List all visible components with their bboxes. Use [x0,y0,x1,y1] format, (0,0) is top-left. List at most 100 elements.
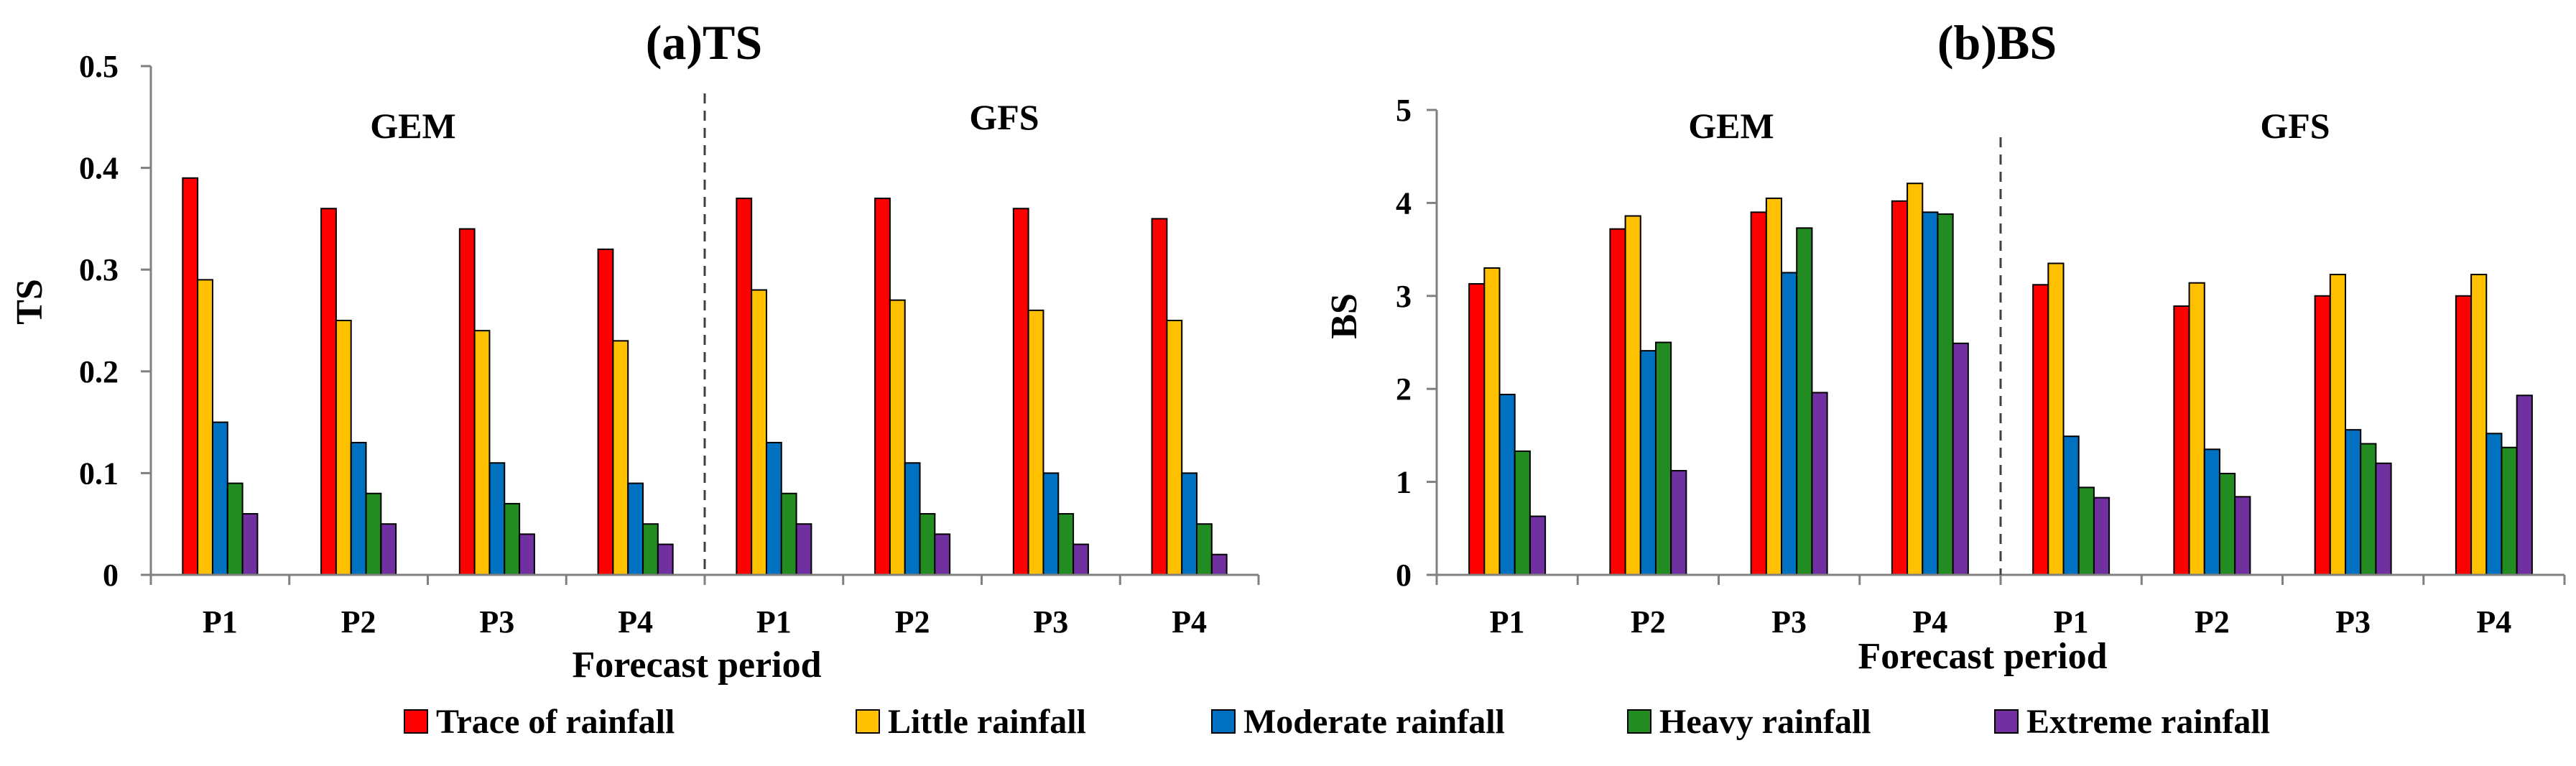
bar-extreme-rainfall-bs [2093,497,2111,576]
bar-moderate-rainfall-bs [1639,350,1657,576]
y-tick-label: 0.2 [79,354,119,389]
bar-little-rainfall-bs [2329,274,2347,576]
bar-moderate-rainfall-ts [211,421,228,576]
bar-little-rainfall-ts [1166,320,1183,576]
y-axis-label-ts: TS [9,279,50,325]
y-tick-label: 3 [1396,279,1412,314]
bar-heavy-rainfall-ts [1196,523,1213,576]
bar-heavy-rainfall-ts [1057,513,1075,576]
legend-label: Little rainfall [888,703,1086,741]
bar-trace-of-rainfall-ts [320,208,337,576]
bar-extreme-rainfall-bs [1811,392,1828,576]
x-tick-label: P1 [756,604,792,640]
bar-moderate-rainfall-ts [488,462,506,576]
bar-little-rainfall-bs [1765,197,1783,576]
bar-trace-of-rainfall-bs [1750,211,1767,576]
x-tick-label: P3 [1033,604,1068,640]
bar-moderate-rainfall-bs [1922,211,1939,576]
x-tick-label: P1 [203,604,238,640]
legend-label: Heavy rainfall [1659,703,1871,741]
bar-trace-of-rainfall-ts [1151,218,1168,576]
bar-trace-of-rainfall-bs [2173,305,2190,576]
bar-moderate-rainfall-bs [2345,429,2362,576]
x-tick-label: P4 [2476,604,2511,640]
bar-trace-of-rainfall-ts [458,228,476,576]
bar-trace-of-rainfall-bs [2455,295,2473,576]
x-axis-label-bs: Forecast period [1858,636,2107,677]
bar-moderate-rainfall-ts [627,482,644,576]
x-tick-label: P3 [1771,604,1807,640]
bar-extreme-rainfall-ts [1072,543,1089,576]
bar-heavy-rainfall-bs [1796,227,1813,576]
y-tick-label: 0 [103,558,119,593]
bar-little-rainfall-bs [1624,215,1641,576]
bar-extreme-rainfall-ts [380,523,397,576]
bar-extreme-rainfall-ts [795,523,812,576]
bar-little-rainfall-bs [2047,262,2065,576]
bar-extreme-rainfall-bs [2516,394,2533,576]
bar-heavy-rainfall-ts [504,502,521,576]
x-tick-label: P1 [2054,604,2089,640]
bar-trace-of-rainfall-ts [182,177,199,576]
chart-title-ts: (a)TS [646,15,762,70]
bar-extreme-rainfall-ts [934,533,951,576]
group-label-gfs-ts: GFS [969,97,1039,137]
x-tick-label: P4 [1172,604,1207,640]
bar-extreme-rainfall-bs [1529,515,1547,576]
group-label-gem-ts: GEM [370,106,455,146]
x-tick-label: P4 [1912,604,1947,640]
y-tick-label: 4 [1396,185,1412,221]
legend-swatch [1211,709,1236,734]
bar-moderate-rainfall-ts [904,462,921,576]
bar-extreme-rainfall-bs [2375,462,2392,576]
bar-trace-of-rainfall-bs [2032,284,2049,576]
bar-little-rainfall-ts [612,340,629,576]
bar-trace-of-rainfall-bs [1468,282,1486,576]
x-tick-label: P2 [2195,604,2230,640]
y-tick-label: 2 [1396,372,1412,407]
bar-moderate-rainfall-bs [2203,448,2220,576]
bar-heavy-rainfall-bs [2077,486,2095,576]
bar-moderate-rainfall-bs [2485,433,2503,576]
bar-moderate-rainfall-ts [1042,472,1060,576]
y-tick-label: 0.1 [79,456,119,491]
bar-little-rainfall-bs [2470,274,2488,576]
legend-label: Extreme rainfall [2026,703,2270,741]
legend-swatch [404,709,428,734]
bar-little-rainfall-ts [335,320,352,576]
group-label-gem-bs: GEM [1688,106,1774,146]
bar-moderate-rainfall-ts [350,441,367,576]
bar-little-rainfall-ts [751,289,767,576]
bar-extreme-rainfall-bs [1670,470,1687,576]
legend-swatch [856,709,880,734]
bar-trace-of-rainfall-ts [597,248,614,576]
bar-heavy-rainfall-ts [919,513,936,576]
legend-swatch [1994,709,2019,734]
y-tick-label: 1 [1396,465,1412,500]
x-tick-label: P1 [1490,604,1525,640]
bar-little-rainfall-ts [889,299,906,576]
bar-moderate-rainfall-bs [1781,272,1798,576]
panel-bs: (b)BS BS Forecast period GEM GFS 012345 … [1324,15,2566,677]
bar-trace-of-rainfall-bs [1609,228,1626,576]
bar-heavy-rainfall-ts [780,492,797,576]
bar-heavy-rainfall-ts [226,482,244,576]
x-tick-label: P4 [618,604,653,640]
bar-extreme-rainfall-bs [1952,342,1969,576]
bar-little-rainfall-ts [473,330,491,576]
legend: Trace of rainfall Little rainfall Moderate… [404,703,2270,741]
x-tick-label: P2 [895,604,930,640]
y-tick-label: 0.4 [79,151,119,186]
panel-ts: (a)TS TS Forecast period GEM GFS 0 0.1 0.2… [9,15,1260,686]
legend-swatch [1627,709,1651,734]
x-tick-label: P2 [1631,604,1666,640]
bar-heavy-rainfall-bs [2501,446,2518,576]
bar-little-rainfall-bs [1906,183,1924,576]
bar-moderate-rainfall-bs [2062,435,2080,576]
bar-moderate-rainfall-ts [1181,472,1198,576]
bar-trace-of-rainfall-bs [2314,295,2331,576]
group-label-gfs-bs: GFS [2260,106,2330,146]
legend-label: Moderate rainfall [1243,703,1505,741]
bar-extreme-rainfall-ts [241,513,259,576]
